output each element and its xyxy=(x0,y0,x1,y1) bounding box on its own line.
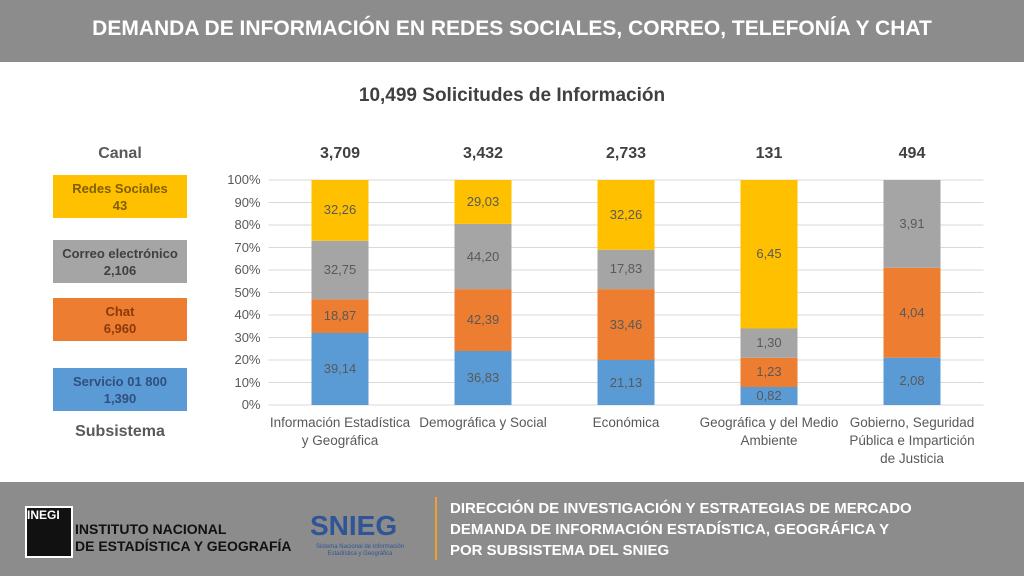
snieg-caption: Sistema Nacional de Información Estadíst… xyxy=(315,544,405,557)
legend-name: Correo electrónico xyxy=(62,246,178,261)
legend-title: Canal xyxy=(98,145,142,162)
inegi-name-2: DE ESTADÍSTICA Y GEOGRAFÍA xyxy=(75,538,292,554)
bar-value-label: 29,03 xyxy=(466,193,500,209)
bar-total-label: 131 xyxy=(755,145,783,162)
x-tick-label: Económica xyxy=(592,415,660,430)
y-tick-label: 100% xyxy=(227,172,261,187)
bar-segment xyxy=(454,223,512,290)
bar-segment xyxy=(311,333,369,405)
y-tick-label: 40% xyxy=(234,307,261,322)
snieg-logo: SNIEG xyxy=(310,510,398,541)
bar-total-label: 2,733 xyxy=(605,145,647,162)
legend-name: Chat xyxy=(105,304,135,319)
bar-value-label: 32,26 xyxy=(323,202,357,218)
bar-segment xyxy=(740,328,798,358)
bar-value-label: 42,39 xyxy=(466,312,500,328)
legend-total: 1,390 xyxy=(103,391,137,406)
y-tick-label: 20% xyxy=(234,352,261,367)
x-tick-label: Información Estadística y Geográfica xyxy=(269,415,411,448)
legend-name: Servicio 01 800 xyxy=(73,374,167,389)
y-tick-label: 50% xyxy=(234,284,261,300)
bar-total-label: 3,709 xyxy=(319,145,361,162)
bar-segment xyxy=(454,289,512,351)
bar-segment xyxy=(311,180,369,241)
bar-value-label: 1,30 xyxy=(756,335,782,351)
y-tick-label: 60% xyxy=(234,262,261,277)
y-tick-label: 70% xyxy=(234,239,261,255)
footer-divider xyxy=(435,497,437,560)
bar-segment xyxy=(883,267,941,358)
inegi-logo: INEGI xyxy=(27,508,60,522)
x-tick-label: Demográfica y Social xyxy=(419,415,547,430)
y-tick-label: 80% xyxy=(234,217,261,232)
x-tick-label: Gobierno, Seguridad Pública e Impartició… xyxy=(849,415,975,466)
bar-value-label: 44,20 xyxy=(466,248,500,264)
bar-value-label: 3,91 xyxy=(899,215,925,231)
footer-band xyxy=(0,482,1024,576)
footer-text: POR SUBSISTEMA DEL SNIEG xyxy=(450,542,670,559)
legend-swatch xyxy=(53,175,187,218)
bar-value-label: 18,87 xyxy=(323,308,357,324)
bar-segment xyxy=(454,351,512,405)
bar-value-label: 17,83 xyxy=(609,261,643,277)
bar-segment xyxy=(311,299,369,333)
legend-total: 43 xyxy=(112,198,128,213)
bar-value-label: 1,23 xyxy=(756,364,782,380)
bar-segment xyxy=(740,180,798,329)
bar-segment xyxy=(454,180,512,224)
bar-value-label: 39,14 xyxy=(323,361,357,376)
legend-total: 2,106 xyxy=(103,263,137,278)
bar-segment xyxy=(740,387,798,405)
x-tick-label: Geográfica y del Medio Ambiente xyxy=(699,415,839,448)
y-tick-label: 90% xyxy=(234,194,261,210)
bar-segment xyxy=(740,357,798,387)
bar-value-label: 6,45 xyxy=(756,246,782,262)
inegi-name-1: INSTITUTO NACIONAL xyxy=(75,521,227,537)
bar-total-label: 494 xyxy=(898,145,926,162)
legend-name: Redes Sociales xyxy=(72,181,168,196)
bar-value-label: 2,08 xyxy=(899,373,925,389)
chart-title: 10,499 Solicitudes de Información xyxy=(358,85,666,106)
bar-segment xyxy=(597,360,655,405)
header-title: DEMANDA DE INFORMACIÓN EN REDES SOCIALES… xyxy=(92,17,932,40)
bar-segment xyxy=(597,289,655,360)
footer-text: DEMANDA DE INFORMACIÓN ESTADÍSTICA, GEOG… xyxy=(450,521,890,538)
bar-segment xyxy=(597,249,655,290)
bar-value-label: 33,46 xyxy=(609,316,643,332)
legend-total: 6,960 xyxy=(103,321,137,336)
bar-segment xyxy=(883,180,941,268)
footer-text: DIRECCIÓN DE INVESTIGACIÓN Y ESTRATEGIAS… xyxy=(450,500,912,517)
bar-value-label: 21,13 xyxy=(609,374,643,390)
bar-value-label: 36,83 xyxy=(466,370,500,385)
bar-value-label: 0,82 xyxy=(756,388,782,403)
legend-swatch xyxy=(53,240,187,283)
bar-segment xyxy=(311,240,369,300)
bar-total-label: 3,432 xyxy=(462,145,504,162)
legend-swatch xyxy=(53,298,187,341)
legend-swatch xyxy=(53,368,187,411)
bar-segment xyxy=(597,180,655,250)
bar-value-label: 32,26 xyxy=(609,206,643,222)
bar-segment xyxy=(883,357,941,405)
legend-footer: Subsistema xyxy=(75,423,165,440)
inegi-logo-box xyxy=(25,506,73,558)
y-tick-label: 30% xyxy=(234,329,261,345)
bar-value-label: 4,04 xyxy=(899,304,925,320)
header-band xyxy=(0,0,1024,62)
y-tick-label: 0% xyxy=(241,397,261,412)
y-tick-label: 10% xyxy=(234,374,261,390)
bar-value-label: 32,75 xyxy=(323,262,357,277)
